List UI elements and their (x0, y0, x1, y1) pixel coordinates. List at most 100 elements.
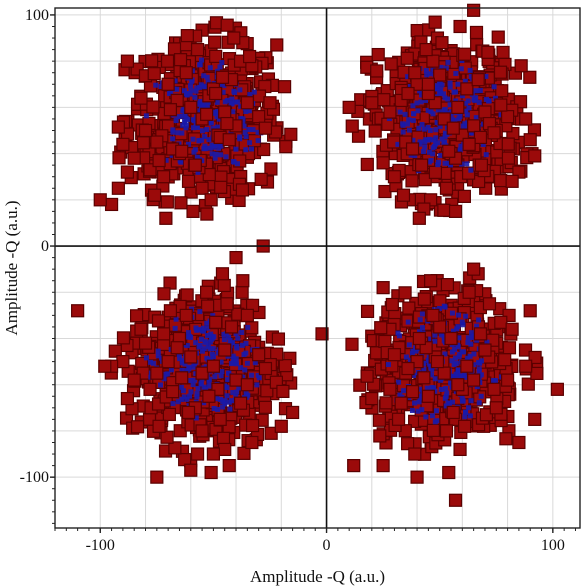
data-point (384, 57, 398, 71)
data-point-core (178, 384, 184, 390)
data-point-core (422, 139, 428, 145)
data-point-core (238, 103, 244, 109)
data-point-core (198, 82, 204, 88)
data-point (482, 297, 497, 311)
data-point-core (425, 124, 431, 130)
data-point (500, 110, 515, 124)
data-point-core (395, 330, 401, 336)
data-point-core (223, 331, 229, 337)
data-point-core (207, 339, 213, 345)
data-point-core (452, 117, 458, 123)
data-point (442, 144, 456, 158)
data-point (550, 382, 564, 396)
data-point-core (209, 151, 215, 157)
data-point (473, 130, 488, 145)
data-point-core (242, 367, 248, 373)
data-point (379, 396, 393, 410)
data-point-core (235, 335, 241, 341)
data-point-core (157, 382, 163, 388)
data-point-core (417, 395, 423, 401)
data-point (494, 98, 508, 112)
data-point-core (203, 340, 209, 346)
data-point-core (198, 98, 204, 104)
data-point-core (233, 356, 239, 362)
data-point (147, 67, 161, 81)
data-point (494, 315, 508, 329)
data-point-core (247, 92, 253, 98)
data-point-core (179, 130, 185, 136)
data-point-core (202, 146, 208, 152)
data-point (372, 413, 386, 427)
data-point (98, 359, 112, 373)
data-point-core (251, 89, 257, 95)
data-point-core (184, 396, 190, 402)
data-point (258, 400, 272, 414)
data-point-core (181, 88, 187, 94)
data-point-core (419, 325, 425, 331)
data-point (426, 308, 440, 322)
data-point-core (198, 336, 204, 342)
data-point-core (179, 360, 185, 366)
data-point (127, 151, 141, 165)
data-point (175, 371, 189, 385)
data-point (433, 68, 447, 82)
data-point-core (241, 351, 247, 357)
data-point (206, 447, 221, 461)
data-point-core (200, 325, 206, 331)
data-point (258, 361, 273, 376)
data-point-core (243, 108, 249, 114)
data-point-core (221, 337, 227, 343)
data-point-core (143, 113, 149, 119)
data-point (512, 435, 526, 450)
data-point-core (467, 413, 473, 419)
data-point (421, 77, 435, 91)
data-point-core (179, 367, 185, 373)
data-point-core (226, 399, 232, 405)
data-point-core (471, 97, 477, 103)
data-point-core (437, 153, 443, 159)
data-point-core (439, 82, 445, 88)
data-point-core (430, 66, 436, 72)
data-point (174, 196, 188, 210)
data-point (383, 382, 397, 396)
data-point-core (462, 414, 468, 420)
data-point (433, 320, 447, 334)
data-point-core (457, 147, 463, 153)
data-point (419, 42, 433, 57)
data-point-core (247, 140, 253, 146)
data-point-core (172, 325, 178, 331)
data-point-core (206, 376, 212, 382)
data-point-core (443, 403, 449, 409)
data-point-core (220, 404, 226, 410)
data-point-core (201, 73, 207, 79)
data-point (398, 286, 412, 300)
data-point-core (448, 111, 454, 117)
data-point-core (207, 145, 213, 151)
data-point-core (448, 380, 454, 386)
data-point (222, 459, 236, 473)
data-point-core (400, 121, 406, 127)
data-point-core (182, 361, 188, 367)
data-point-core (195, 386, 201, 392)
data-point-core (429, 367, 435, 373)
data-point (467, 119, 481, 133)
data-point (457, 419, 472, 433)
data-point (400, 51, 414, 65)
data-point (315, 327, 329, 341)
data-point-core (176, 352, 182, 358)
data-point (467, 3, 481, 17)
data-point-core (158, 83, 164, 89)
data-point-core (435, 107, 441, 113)
data-point (161, 77, 175, 91)
data-point-core (468, 167, 474, 173)
data-point (439, 181, 454, 195)
data-point (104, 197, 119, 212)
data-point-core (213, 151, 219, 157)
data-point-core (448, 109, 454, 115)
data-point (160, 54, 175, 68)
data-point (209, 49, 223, 63)
data-point-core (185, 117, 191, 123)
data-point-core (214, 114, 220, 120)
data-point-core (453, 89, 459, 95)
